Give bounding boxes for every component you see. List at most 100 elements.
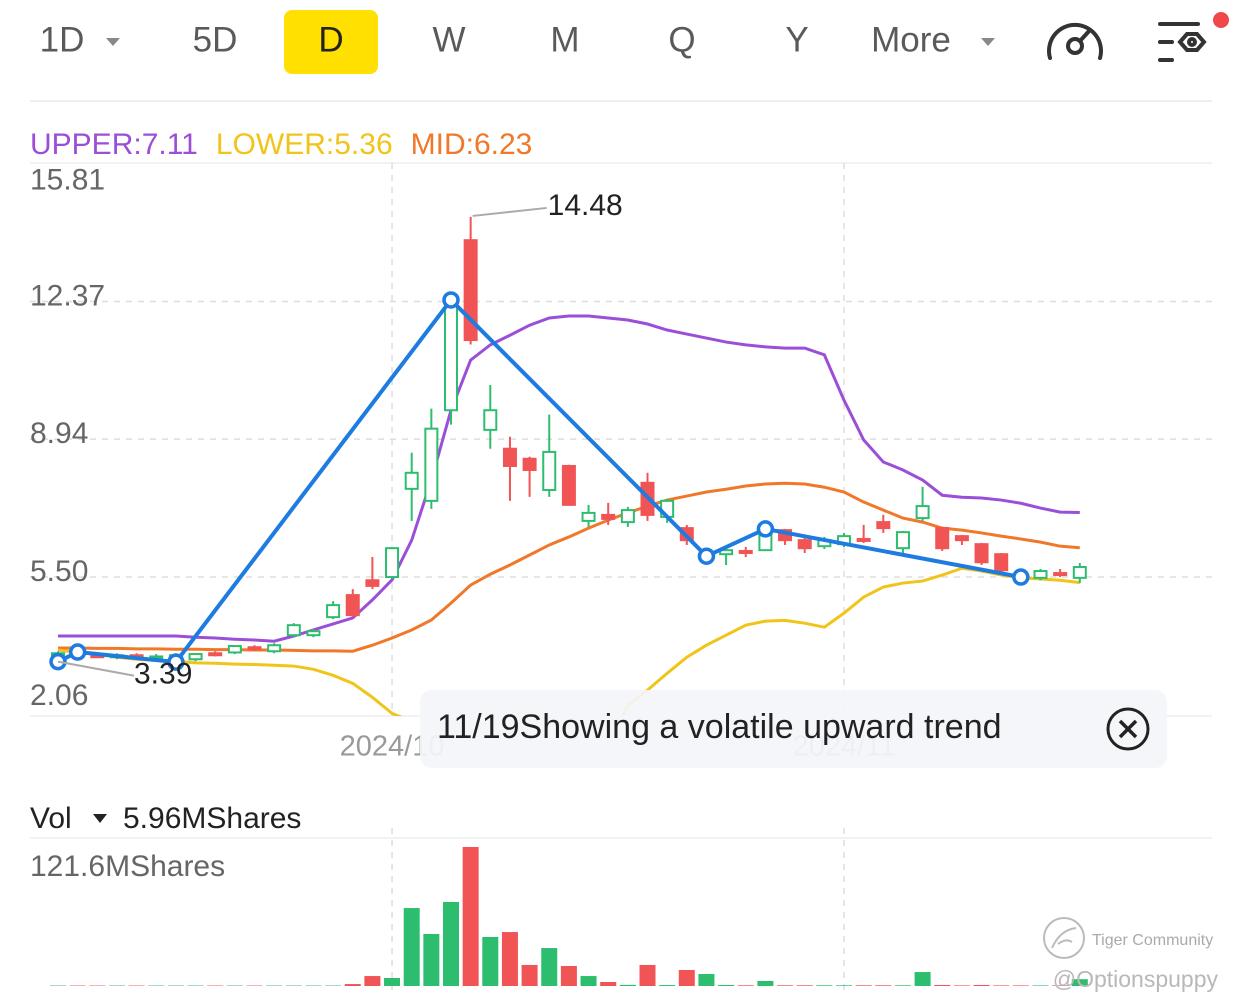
candle-body xyxy=(738,549,753,554)
candle-body xyxy=(424,427,439,502)
volume-bar xyxy=(1052,985,1069,986)
volume-bar xyxy=(443,901,459,986)
volume-bar xyxy=(757,980,774,986)
candle-body xyxy=(502,447,517,467)
tab[interactable]: Y xyxy=(785,20,808,59)
volume-bar xyxy=(914,972,931,986)
candle-body xyxy=(1072,566,1087,579)
volume-bar xyxy=(482,936,499,986)
candle-body xyxy=(483,409,498,431)
candle-body xyxy=(247,646,262,651)
volume-bar xyxy=(521,964,538,986)
popup-bg[interactable] xyxy=(420,690,1167,768)
tab[interactable]: W xyxy=(432,20,465,59)
candle-body xyxy=(345,594,360,617)
volume-bar xyxy=(560,965,577,986)
popup-close-x xyxy=(1118,719,1138,739)
candle-body xyxy=(404,471,419,490)
volume-bar xyxy=(423,933,440,986)
candle-body xyxy=(1053,572,1068,577)
volume-current: 5.96MShares xyxy=(123,802,301,835)
volume-bar xyxy=(1012,985,1029,986)
indicator-row: UPPER:7.11 LOWER:5.36 MID:6.23 xyxy=(30,128,532,161)
candle-body xyxy=(306,630,321,637)
tab[interactable]: 1D xyxy=(40,20,85,59)
candle-body xyxy=(561,464,576,506)
candle-body xyxy=(385,547,400,579)
candle-body xyxy=(1033,570,1048,579)
volume-bar xyxy=(639,964,656,986)
candle-body xyxy=(522,457,537,471)
candle-body xyxy=(954,535,969,542)
volume-bar xyxy=(777,985,794,986)
notification-dot xyxy=(1213,12,1229,28)
volume-bar xyxy=(462,847,479,986)
popup-close[interactable] xyxy=(1106,707,1150,751)
volume-caret[interactable] xyxy=(93,814,107,823)
candle-body xyxy=(994,553,1009,572)
volume-bar xyxy=(796,985,813,986)
watermark-brand: Tiger Community xyxy=(1092,932,1213,949)
volume-tick-label: 121.6MShares xyxy=(30,850,225,883)
plot-area xyxy=(51,216,1087,716)
candle-body xyxy=(797,539,812,550)
candle-body xyxy=(620,509,635,524)
y-tick-label: 15.81 xyxy=(30,164,105,197)
volume-bar xyxy=(816,985,833,986)
candle-body xyxy=(876,521,891,530)
candle-body xyxy=(326,604,341,619)
indicator-value: 6.23 xyxy=(474,128,532,161)
tab[interactable]: 5D xyxy=(193,20,238,59)
tab[interactable]: Q xyxy=(668,20,695,59)
volume-bar xyxy=(953,985,970,986)
indicator-label: UPPER: xyxy=(30,128,142,161)
high-label: 14.48 xyxy=(548,189,623,222)
gauge-icon[interactable] xyxy=(1047,22,1103,60)
tab[interactable]: D xyxy=(318,20,343,59)
volume-bar xyxy=(1071,979,1088,986)
volume-bar xyxy=(384,977,401,986)
volume-bar xyxy=(403,908,420,986)
watermark-user: @Optionspuppy xyxy=(1053,966,1219,992)
settings-icon[interactable] xyxy=(1158,22,1207,62)
trend-point xyxy=(1012,568,1030,586)
dropdown-caret[interactable] xyxy=(106,38,120,46)
leader-line xyxy=(57,660,135,677)
trend-point xyxy=(68,643,87,661)
watermark-logo xyxy=(1051,927,1077,949)
candle-body xyxy=(856,537,871,542)
volume-bar xyxy=(501,932,518,986)
popup-text: 11/19Showing a volatile upward trend xyxy=(437,708,1002,746)
volume-bar xyxy=(718,984,735,986)
volume-bar xyxy=(1032,985,1049,986)
tab[interactable]: M xyxy=(550,20,579,59)
candle-body xyxy=(227,645,242,654)
indicator-value: 5.36 xyxy=(334,128,392,161)
candle-body xyxy=(208,652,223,657)
candle-body xyxy=(365,579,380,587)
y-tick-label: 2.06 xyxy=(30,679,88,712)
volume-bar xyxy=(541,948,558,986)
volume-bar xyxy=(993,985,1010,986)
volume-header: Vol xyxy=(30,802,72,835)
candle-body xyxy=(895,531,910,550)
volume-bar xyxy=(855,985,872,986)
tab[interactable]: More xyxy=(871,20,951,59)
candle-body xyxy=(286,624,301,637)
volume-bar xyxy=(836,985,852,986)
dropdown-caret[interactable] xyxy=(981,38,995,46)
candle-body xyxy=(935,527,950,550)
low-label: 3.39 xyxy=(134,658,192,691)
candle-body xyxy=(188,653,203,661)
trend-point xyxy=(442,291,460,309)
y-tick-label: 5.50 xyxy=(30,555,88,588)
indicator-label: MID: xyxy=(411,128,474,161)
volume-bar xyxy=(678,969,695,986)
trend-line xyxy=(57,296,1022,665)
volume-bar xyxy=(580,976,597,986)
candle-body xyxy=(974,543,989,564)
volume-bar xyxy=(973,984,990,986)
candle-body xyxy=(444,298,458,412)
